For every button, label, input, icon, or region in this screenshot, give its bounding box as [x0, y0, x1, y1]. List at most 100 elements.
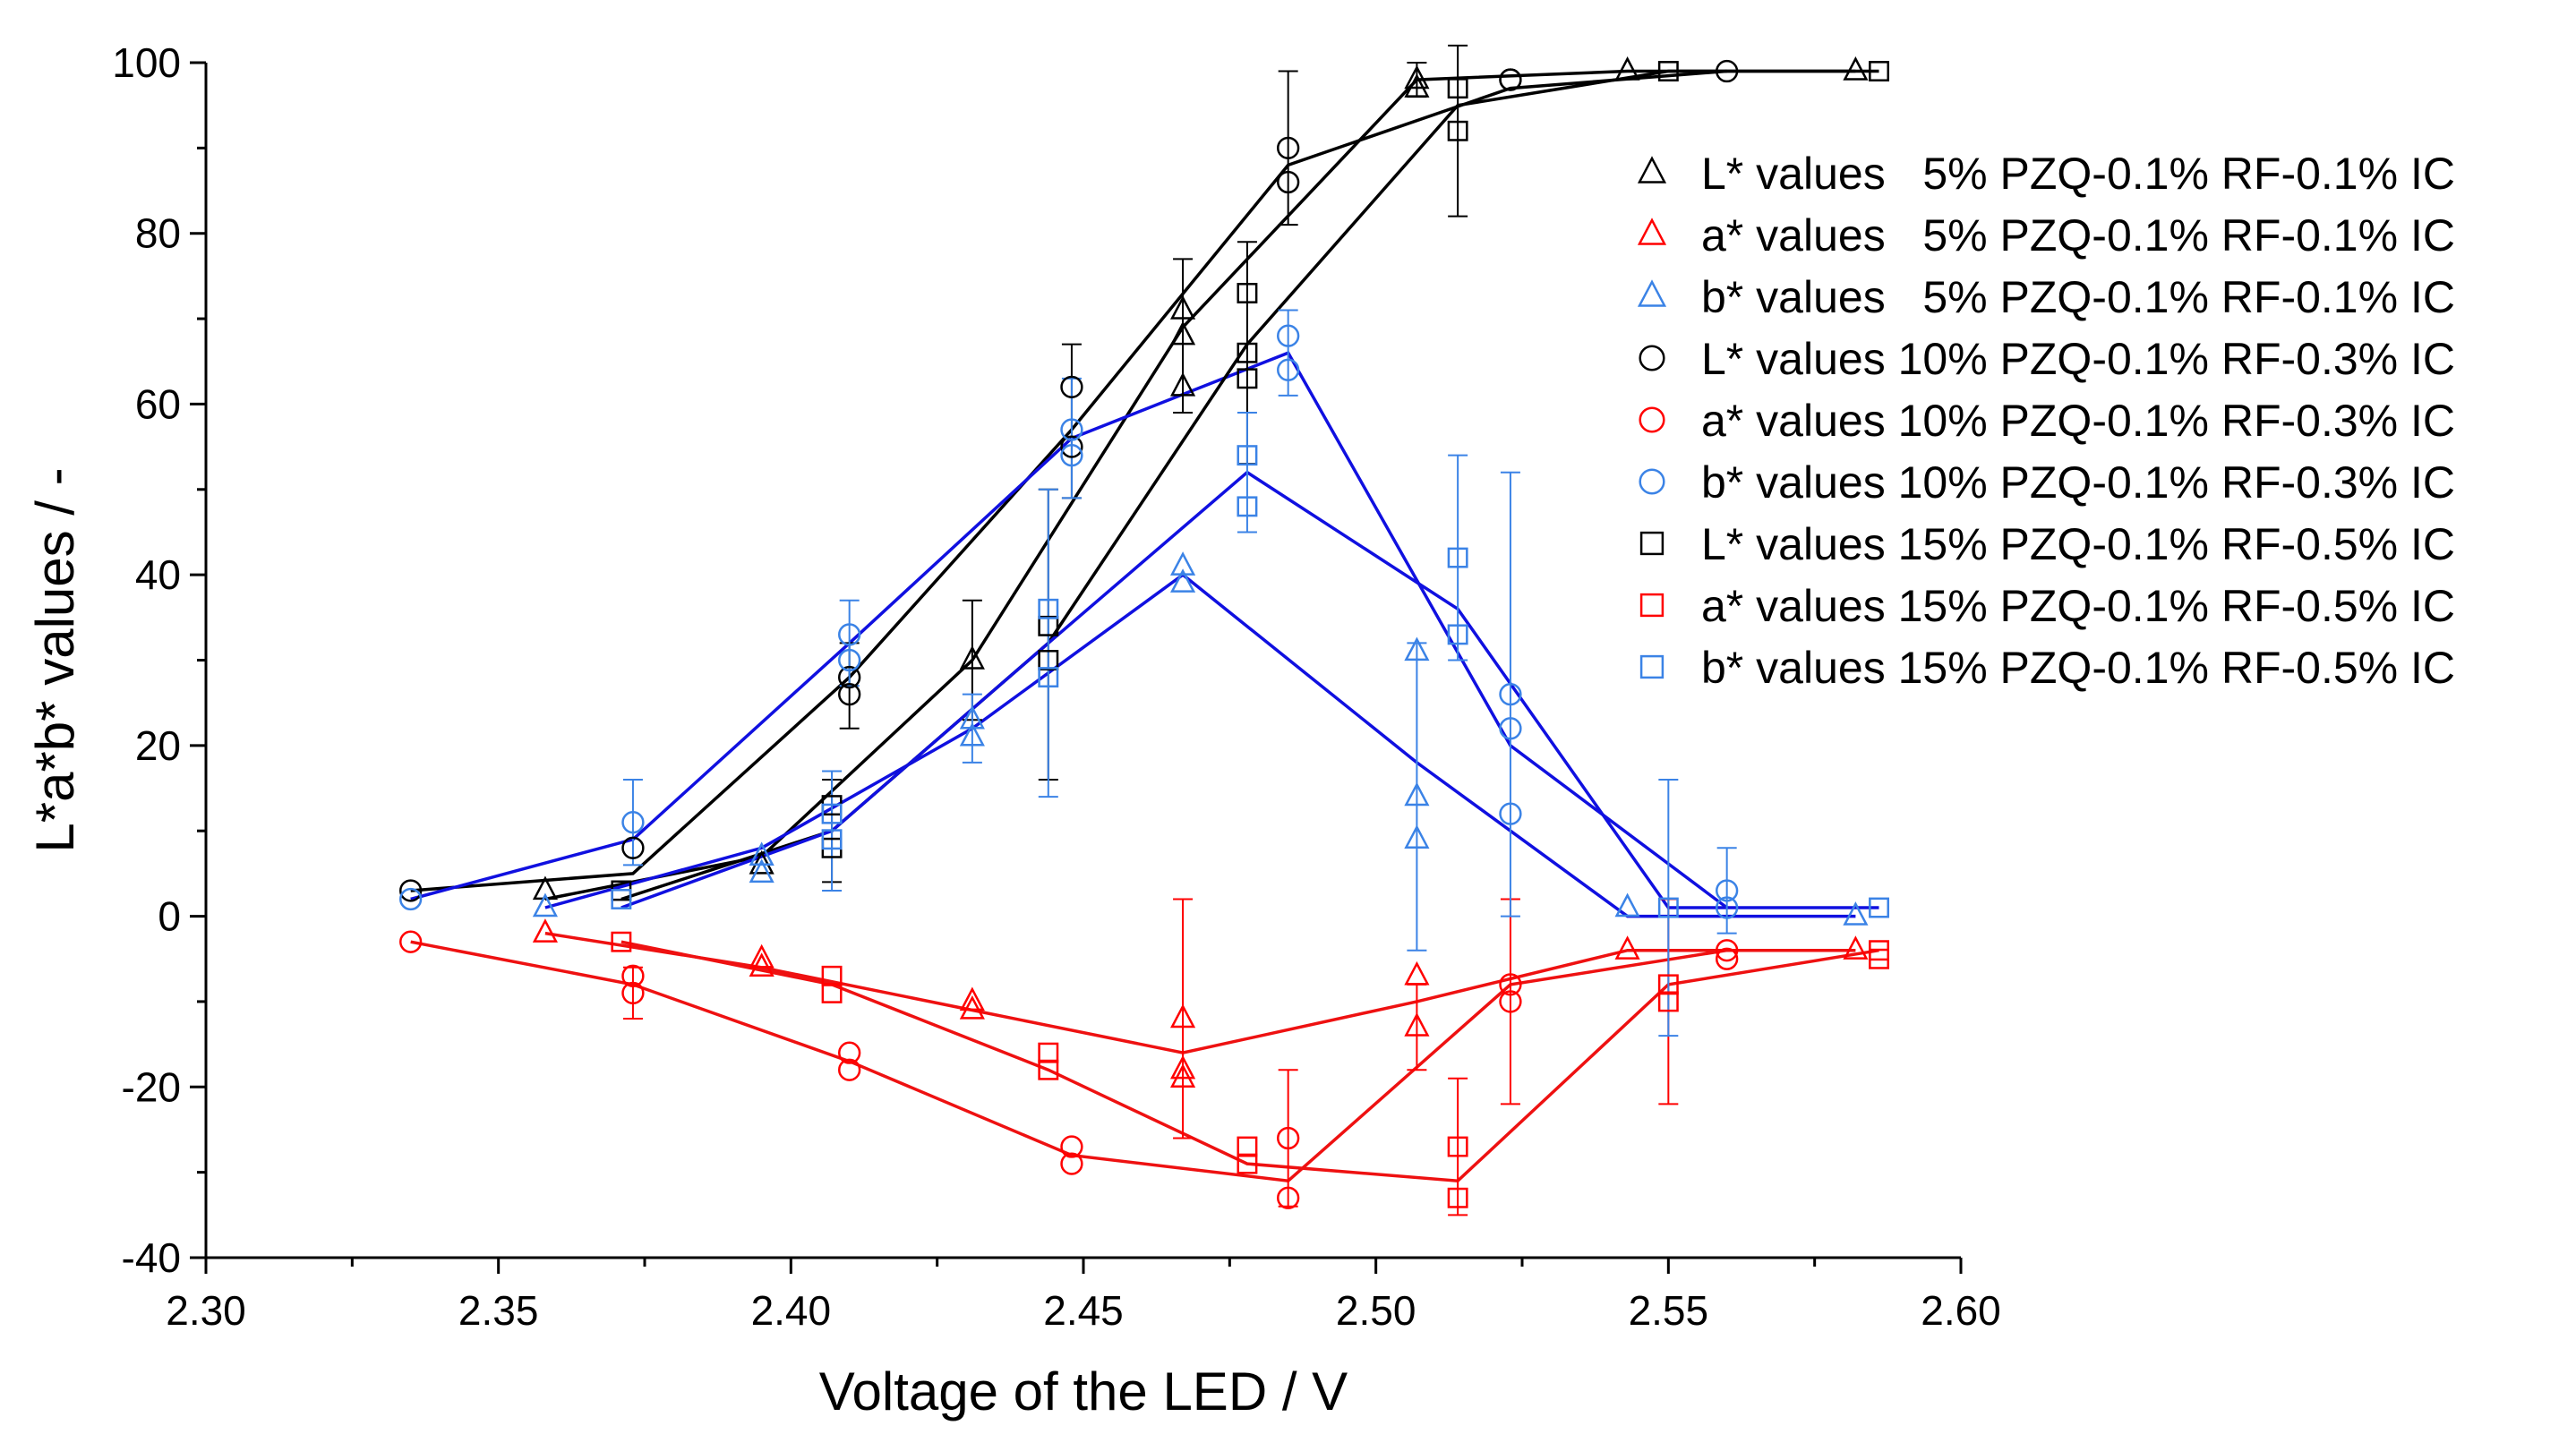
legend: L* values 5% PZQ-0.1% RF-0.1% IC a* value…	[1637, 149, 2455, 693]
fit-line	[410, 69, 1727, 892]
data-point	[1716, 896, 1739, 919]
data-point	[1169, 568, 1196, 593]
data-point	[1038, 598, 1059, 619]
data-point	[1869, 897, 1889, 918]
y-tick-label: -20	[122, 1063, 181, 1110]
data-point	[1499, 682, 1522, 706]
data-point	[959, 986, 985, 1011]
legend-marker	[1639, 654, 1665, 679]
fit-line	[620, 69, 1879, 901]
data-point	[1716, 879, 1739, 902]
data-point	[821, 965, 843, 986]
data-point	[1499, 717, 1522, 740]
data-point	[749, 952, 775, 977]
x-tick-label: 2.55	[1629, 1287, 1709, 1334]
data-point	[959, 645, 985, 670]
data-point	[1169, 320, 1196, 346]
data-point	[1447, 624, 1468, 645]
legend-marker	[1639, 468, 1665, 495]
legend-label: L* values 5% PZQ-0.1% RF-0.1% IC	[1701, 149, 2455, 199]
data-point	[821, 982, 843, 1003]
data-point	[1237, 1153, 1258, 1174]
data-point	[532, 918, 559, 943]
y-tick-label: 100	[112, 39, 181, 86]
data-point	[1404, 73, 1430, 98]
data-point	[1237, 342, 1258, 363]
data-point	[1657, 991, 1679, 1012]
data-point	[1038, 1059, 1059, 1080]
data-point	[1169, 295, 1196, 320]
data-point	[621, 981, 645, 1005]
data-point	[399, 879, 423, 902]
data-point	[1277, 1126, 1300, 1150]
data-point	[1038, 667, 1059, 688]
x-tick-label: 2.30	[166, 1287, 246, 1334]
data-point	[1060, 418, 1083, 441]
legend-label: b* values 5% PZQ-0.1% RF-0.1% IC	[1701, 272, 2455, 322]
legend-marker	[1639, 531, 1665, 556]
data-point	[1404, 824, 1430, 849]
data-point	[1237, 1136, 1258, 1157]
data-point	[1657, 897, 1679, 918]
legend-label: L* values 15% PZQ-0.1% RF-0.5% IC	[1701, 519, 2455, 569]
data-point	[1277, 1186, 1300, 1209]
data-point	[1404, 1012, 1430, 1037]
legend-label: a* values 10% PZQ-0.1% RF-0.3% IC	[1701, 396, 2455, 446]
data-point	[1614, 892, 1640, 918]
legend-marker	[1639, 345, 1665, 371]
data-point	[1038, 650, 1059, 670]
y-axis-title: L*a*b* values / -	[25, 467, 85, 852]
data-point	[1716, 939, 1739, 962]
y-tick-label: 0	[158, 893, 181, 940]
x-axis-title: Voltage of the LED / V	[819, 1361, 1348, 1421]
legend-marker	[1639, 406, 1665, 433]
data-point	[1277, 358, 1300, 381]
data-point	[611, 889, 632, 909]
data-point	[1716, 947, 1739, 970]
data-point	[838, 623, 861, 646]
legend-label: a* values 15% PZQ-0.1% RF-0.5% IC	[1701, 581, 2455, 631]
data-point	[838, 665, 861, 689]
data-point	[399, 887, 423, 911]
y-tick-label: 80	[135, 210, 181, 257]
legend-marker	[1639, 593, 1665, 618]
data-point	[1869, 61, 1889, 81]
data-point	[532, 892, 559, 918]
data-point	[1614, 935, 1640, 960]
data-point	[1169, 1063, 1196, 1088]
x-tick-label: 2.35	[458, 1287, 539, 1334]
x-tick-label: 2.50	[1336, 1287, 1416, 1334]
fit-line	[620, 470, 1879, 909]
axes: 2.30 2.35 2.40 2.45 2.50 2.55 2.60 -40 -20 0 20 40 6…	[112, 39, 2001, 1334]
data-point	[1169, 551, 1196, 576]
data-point	[821, 829, 843, 850]
data-point	[1404, 960, 1430, 986]
data-point	[1447, 1187, 1468, 1208]
data-point	[1060, 375, 1083, 399]
data-point	[749, 841, 775, 866]
data-point	[1277, 324, 1300, 347]
data-point	[1237, 368, 1258, 389]
legend-label: a* values 5% PZQ-0.1% RF-0.1% IC	[1701, 210, 2455, 260]
data-point	[821, 803, 843, 824]
data-point	[1277, 136, 1300, 160]
data-point	[1869, 948, 1889, 969]
data-point	[1447, 78, 1468, 99]
data-point	[838, 648, 861, 672]
data-point	[1657, 974, 1679, 995]
data-point	[1060, 443, 1083, 467]
legend-label: b* values 15% PZQ-0.1% RF-0.5% IC	[1701, 643, 2455, 693]
data-point	[1169, 1003, 1196, 1029]
data-point	[1060, 435, 1083, 458]
data-point	[621, 811, 645, 834]
y-tick-label: 60	[135, 380, 181, 427]
data-point	[1499, 973, 1522, 996]
data-point	[838, 1041, 861, 1064]
data-point	[749, 943, 775, 969]
data-point	[399, 930, 423, 953]
data-point	[621, 964, 645, 987]
data-point	[1716, 59, 1739, 83]
data-point	[1038, 615, 1059, 636]
data-point	[959, 994, 985, 1020]
data-point	[1237, 283, 1258, 303]
